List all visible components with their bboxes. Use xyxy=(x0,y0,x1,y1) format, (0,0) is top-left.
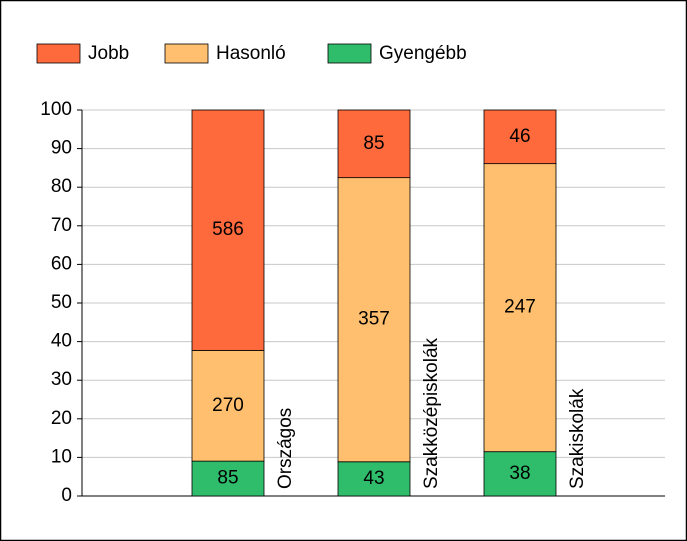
y-tick-label: 100 xyxy=(40,99,72,120)
bar-segment xyxy=(191,109,265,351)
x-tick-label: Szakközépiskolák xyxy=(421,337,442,489)
bar-segment xyxy=(483,163,557,453)
legend-label: Gyengébb xyxy=(379,43,467,64)
y-tick-label: 40 xyxy=(51,331,72,352)
y-tick-label: 80 xyxy=(51,176,72,197)
data-label: 247 xyxy=(504,297,536,318)
data-label: 357 xyxy=(358,309,390,330)
data-label: 270 xyxy=(212,395,244,416)
data-label: 38 xyxy=(509,463,530,484)
data-label: 586 xyxy=(212,219,244,240)
bar-segment xyxy=(337,109,411,179)
y-tick-label: 20 xyxy=(51,408,72,429)
y-tick-label: 90 xyxy=(51,138,72,159)
bar-segment xyxy=(483,451,557,497)
data-label: 85 xyxy=(363,133,384,154)
y-tick-label: 30 xyxy=(51,369,72,390)
y-tick-label: 70 xyxy=(51,215,72,236)
y-tick-label: 60 xyxy=(51,253,72,274)
bar-segment xyxy=(483,109,557,165)
y-tick-label: 50 xyxy=(51,292,72,313)
data-label: 46 xyxy=(509,126,530,147)
bar-segment xyxy=(337,177,411,463)
legend-swatch xyxy=(327,43,372,64)
bar-segment xyxy=(191,460,265,497)
data-label: 85 xyxy=(217,468,238,489)
y-tick-label: 10 xyxy=(51,446,72,467)
x-tick-label: Szakiskolák xyxy=(567,388,588,489)
x-tick-label: Országos xyxy=(275,408,296,489)
data-label: 43 xyxy=(363,468,384,489)
legend-swatch xyxy=(164,43,209,64)
legend-label: Jobb xyxy=(88,43,129,64)
legend-label: Hasonló xyxy=(216,43,286,64)
legend-swatch xyxy=(36,43,81,64)
y-tick-label: 0 xyxy=(61,485,72,506)
